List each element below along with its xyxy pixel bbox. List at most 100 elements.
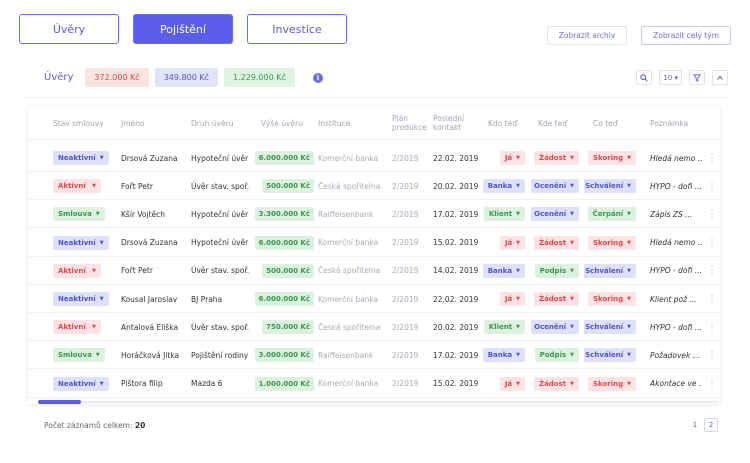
- what-dropdown[interactable]: Schválení ▼: [584, 179, 636, 194]
- who-dropdown[interactable]: Já ▼: [499, 292, 525, 306]
- more-icon[interactable]: ⋮: [707, 293, 717, 305]
- what-cell: Čerpání ▼: [584, 200, 636, 228]
- where-dropdown-label: Podpis: [539, 351, 567, 360]
- where-dropdown[interactable]: Podpis ▼: [534, 263, 579, 278]
- status-dropdown[interactable]: Neaktivní ▼: [53, 151, 109, 165]
- horizontal-scrollbar-track[interactable]: [38, 401, 718, 403]
- status-dropdown[interactable]: Aktivní ▼: [53, 263, 101, 278]
- show-archive-button[interactable]: Zobrazit archiv: [546, 26, 628, 45]
- where-dropdown[interactable]: Ocenění ▼: [531, 179, 579, 194]
- what-dropdown[interactable]: Schválení ▼: [584, 320, 636, 335]
- who-cell: Já ▼: [483, 370, 525, 398]
- where-dropdown[interactable]: Žádost ▼: [534, 292, 579, 306]
- what-dropdown[interactable]: Skoring ▼: [587, 235, 636, 250]
- who-cell: Banka ▼: [483, 172, 525, 200]
- who-dropdown[interactable]: Já ▼: [499, 235, 525, 250]
- more-icon[interactable]: ⋮: [707, 180, 717, 192]
- amount-cell: 500.000 Kč: [250, 257, 314, 285]
- chevron-down-icon: ▼: [627, 296, 631, 302]
- column-header[interactable]: Plán produkce: [392, 114, 427, 132]
- loan-type-cell: Úvěr stav. spoř.: [191, 181, 250, 191]
- chevron-down-icon: ▼: [570, 324, 574, 331]
- where-dropdown[interactable]: Podpis ▼: [534, 348, 579, 363]
- loan-type-cell: BJ Praha: [191, 294, 223, 304]
- table-row[interactable]: Neaktivní ▼ Drsová Zuzana Hypoteční úvěr 6.0…: [28, 144, 720, 172]
- column-header[interactable]: Kde teď: [538, 118, 567, 128]
- chevron-up-icon[interactable]: [712, 70, 728, 85]
- status-dropdown[interactable]: Neaktivní ▼: [53, 376, 109, 391]
- what-dropdown[interactable]: Schválení ▼: [584, 348, 636, 363]
- status-dropdown[interactable]: Aktivní ▼: [53, 320, 101, 335]
- chevron-down-icon: ▼: [570, 296, 574, 302]
- where-dropdown[interactable]: Ocenění ▼: [531, 320, 579, 335]
- column-header[interactable]: Co teď: [593, 118, 618, 128]
- where-dropdown[interactable]: Žádost ▼: [534, 376, 579, 391]
- column-header[interactable]: Druh úvěru: [191, 118, 234, 128]
- show-team-button[interactable]: Zobrazit celý tým: [641, 26, 731, 45]
- more-icon[interactable]: ⋮: [707, 265, 717, 277]
- who-dropdown[interactable]: Já ▼: [499, 376, 525, 391]
- who-dropdown[interactable]: Banka ▼: [483, 263, 525, 278]
- search-icon[interactable]: [636, 70, 653, 85]
- table-row[interactable]: Aktivní ▼ Fořt Petr Úvěr stav. spoř. 500.000…: [28, 257, 720, 285]
- column-header[interactable]: Poslední kontakt: [433, 114, 465, 132]
- more-icon[interactable]: ⋮: [707, 152, 717, 164]
- tab-investice[interactable]: Investice: [247, 14, 347, 44]
- column-header[interactable]: Kdo teď: [488, 118, 517, 128]
- more-icon[interactable]: ⋮: [707, 321, 717, 333]
- where-dropdown[interactable]: Žádost ▼: [534, 235, 579, 250]
- where-dropdown[interactable]: Žádost ▼: [534, 151, 579, 165]
- tab-pojisteni[interactable]: Pojištění: [133, 14, 233, 44]
- filter-icon[interactable]: [689, 70, 705, 85]
- what-dropdown[interactable]: Skoring ▼: [587, 292, 636, 306]
- more-icon[interactable]: ⋮: [707, 349, 717, 361]
- who-dropdown[interactable]: Banka ▼: [483, 179, 525, 194]
- page-2[interactable]: 2: [704, 418, 718, 432]
- status-dropdown[interactable]: Neaktivní ▼: [53, 292, 109, 306]
- column-header[interactable]: Jméno: [121, 118, 145, 128]
- table-row[interactable]: Smlouva ▼ Kšír Vojtěch Hypoteční úvěr 3.300.…: [28, 200, 720, 229]
- table-row[interactable]: Neaktivní ▼ Drsová Zuzana Hypoteční úvěr 6.0…: [28, 229, 720, 257]
- column-header[interactable]: Poznámka: [650, 118, 689, 128]
- plan-cell: 2/2019: [392, 238, 419, 248]
- table-row[interactable]: Neaktivní ▼ Kousal Jaroslav BJ Praha 6.000.0…: [28, 285, 720, 313]
- table-row[interactable]: Aktivní ▼ Fořt Petr Úvěr stav. spoř. 500.000…: [28, 172, 720, 201]
- chevron-down-icon: ▼: [92, 267, 96, 274]
- who-dropdown[interactable]: Klient ▼: [483, 207, 525, 222]
- amount-cell: 3.300.000 Kč: [250, 200, 314, 228]
- table-row[interactable]: Aktivní ▼ Antalová Eliška Úvěr stav. spoř. 7…: [28, 313, 720, 342]
- summary-label: Úvěry: [44, 72, 74, 83]
- table-row[interactable]: Neaktivní ▼ Pištora filip Mazda 6 1.000.000 …: [28, 370, 720, 398]
- horizontal-scrollbar-thumb[interactable]: [38, 400, 81, 404]
- page-size-select[interactable]: 10 ▾: [659, 70, 682, 85]
- name-cell: Antalová Eliška: [121, 322, 179, 332]
- what-dropdown[interactable]: Čerpání ▼: [587, 207, 636, 222]
- table-row[interactable]: Smlouva ▼ Horáčková Jitka Pojištění rodiny 3…: [28, 341, 720, 370]
- what-dropdown[interactable]: Skoring ▼: [587, 151, 636, 165]
- what-cell: Schválení ▼: [584, 313, 636, 341]
- who-dropdown[interactable]: Banka ▼: [483, 348, 525, 363]
- who-dropdown[interactable]: Klient ▼: [483, 320, 525, 335]
- who-dropdown[interactable]: Já ▼: [499, 151, 525, 165]
- info-icon[interactable]: i: [312, 72, 323, 83]
- more-icon[interactable]: ⋮: [707, 208, 717, 220]
- column-header[interactable]: Instituce: [318, 118, 351, 128]
- last-contact-cell: 20.02. 2019: [433, 181, 479, 191]
- page-1[interactable]: 1: [692, 421, 698, 429]
- note-cell: HYPO - dofi ...: [650, 266, 702, 276]
- column-header[interactable]: Stav smlouvy: [53, 118, 104, 128]
- column-header[interactable]: Výše úvěru: [261, 118, 303, 128]
- tab-uvery[interactable]: Úvěry: [19, 14, 119, 44]
- status-dropdown[interactable]: Smlouva ▼: [53, 348, 105, 363]
- note-cell: Hledá nemo ...: [650, 238, 702, 248]
- what-dropdown[interactable]: Schválení ▼: [584, 263, 636, 278]
- plan-cell: 2/2019: [392, 322, 419, 332]
- record-count-label: Počet záznamů celkem:: [44, 421, 133, 430]
- status-dropdown[interactable]: Neaktivní ▼: [53, 235, 109, 250]
- more-icon[interactable]: ⋮: [707, 237, 717, 249]
- more-icon[interactable]: ⋮: [707, 378, 717, 390]
- what-dropdown[interactable]: Skoring ▼: [587, 376, 636, 391]
- where-dropdown[interactable]: Ocenění ▼: [531, 207, 579, 222]
- status-dropdown[interactable]: Smlouva ▼: [53, 207, 105, 222]
- status-dropdown[interactable]: Aktivní ▼: [53, 179, 101, 194]
